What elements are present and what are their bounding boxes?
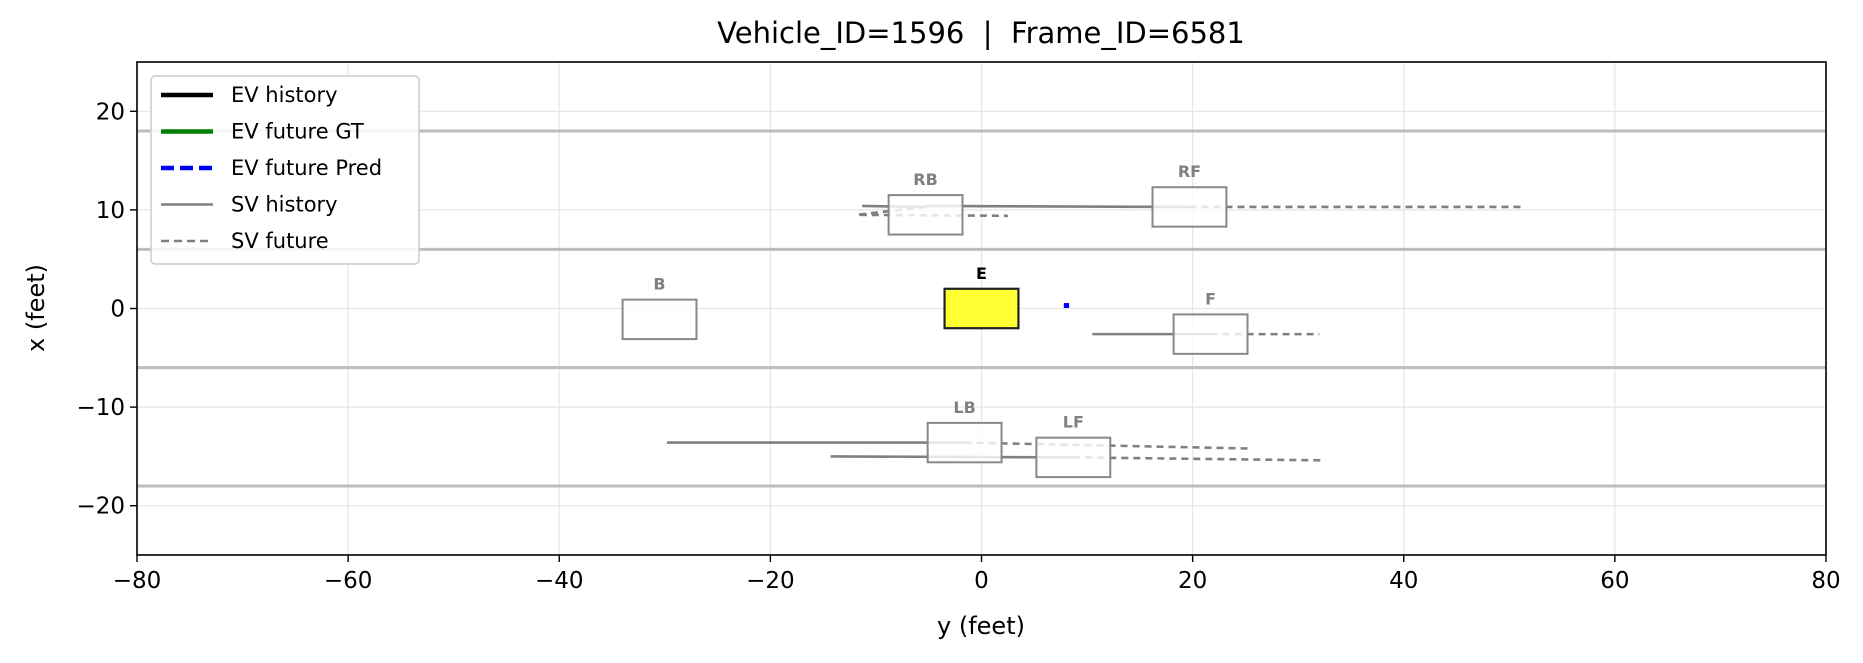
vehicle-box-lf [1035, 436, 1112, 479]
lane-lines [137, 129, 1826, 488]
x-axis-title: y (feet) [937, 612, 1025, 640]
vehicle-label-f: F [1205, 289, 1216, 308]
vehicle-layer: B RB RF F LB LF E [621, 162, 1249, 479]
tick-layer: −80 −60 −40 −20 0 20 40 60 80 −20 −10 0 10 20 [76, 99, 1840, 594]
trajectory-layer [666, 204, 1526, 462]
ego-vehicle-label: E [976, 264, 987, 283]
legend: EV history EV future GT EV future Pred SV h… [150, 75, 420, 265]
y-tick-label: 20 [96, 99, 125, 125]
x-tick-label: 0 [974, 568, 989, 594]
legend-label: EV history [231, 83, 338, 107]
x-tick-label: 40 [1389, 568, 1418, 594]
legend-box [150, 75, 420, 265]
ego-vehicle-box [943, 287, 1020, 330]
legend-label: EV future Pred [231, 156, 382, 180]
vehicle-box-f [1172, 313, 1249, 355]
vehicle-box-rb [887, 194, 964, 236]
y-tick-label: 0 [110, 297, 125, 323]
vehicle-label-rf: RF [1178, 162, 1201, 181]
sv-future-lf [1073, 456, 1323, 462]
vehicle-box-b [621, 298, 698, 341]
vehicle-label-lb: LB [953, 398, 975, 417]
legend-label: SV future [231, 229, 329, 253]
x-tick-label: −20 [746, 568, 795, 594]
chart-title: Vehicle_ID=1596 | Frame_ID=6581 [717, 16, 1245, 50]
x-tick-label: 20 [1178, 568, 1207, 594]
y-tick-label: −20 [76, 494, 125, 520]
vehicle-label-b: B [653, 275, 665, 294]
vehicle-label-rb: RB [913, 170, 938, 189]
vehicle-label-lf: LF [1063, 413, 1084, 432]
vehicle-box-lb [926, 421, 1003, 464]
x-tick-label: 80 [1811, 568, 1840, 594]
vehicle-box-rf [1151, 186, 1228, 228]
y-axis-title: x (feet) [22, 264, 50, 352]
legend-label: EV future GT [231, 120, 364, 144]
y-tick-label: 10 [96, 198, 125, 224]
sv-history-rf [925, 204, 1190, 209]
x-tick-label: −60 [324, 568, 373, 594]
x-tick-label: −40 [535, 568, 584, 594]
legend-label: SV history [231, 193, 338, 217]
x-tick-label: −80 [113, 568, 162, 594]
x-tick-label: 60 [1600, 568, 1629, 594]
y-tick-label: −10 [76, 395, 125, 421]
